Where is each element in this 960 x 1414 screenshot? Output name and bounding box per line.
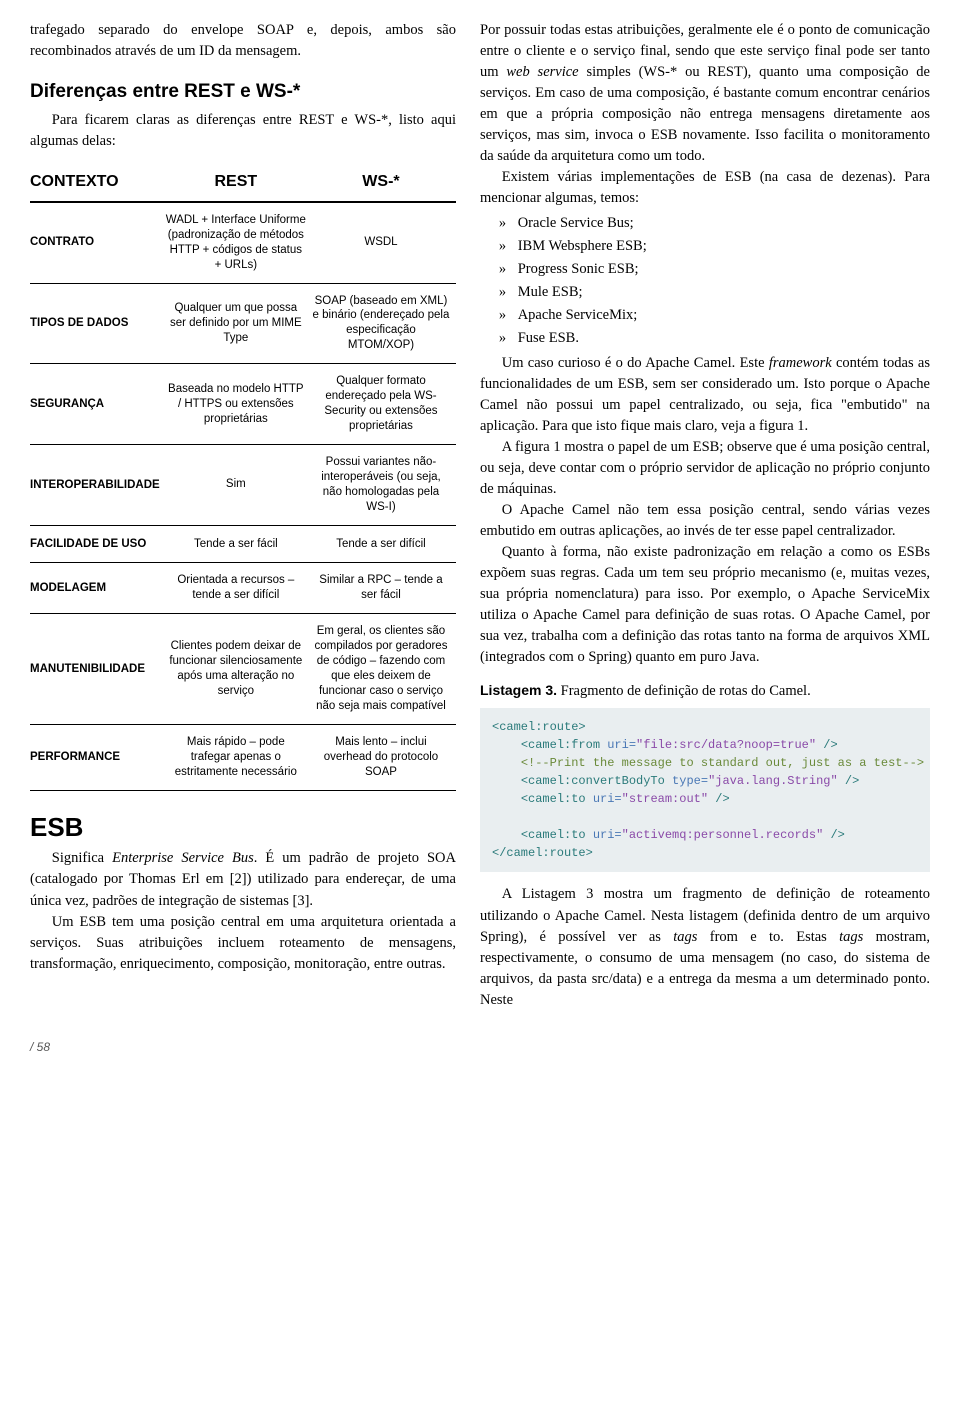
table-row: TIPOS DE DADOSQualquer um que possa ser … [30, 283, 456, 364]
table-header-row: CONTEXTO REST WS-* [30, 162, 456, 202]
col-header-context: CONTEXTO [30, 162, 166, 202]
code-line: /> [838, 774, 860, 788]
code-line: <camel:convertBodyTo [521, 774, 665, 788]
right-column: Por possuir todas estas atribuições, ger… [480, 20, 930, 1011]
cell-ws: Similar a RPC – tende a ser fácil [312, 563, 456, 614]
right-para-2: Existem várias implementações de ESB (na… [480, 167, 930, 209]
code-line: "stream:out" [622, 792, 708, 806]
cell-rest: Qualquer um que possa ser definido por u… [166, 283, 312, 364]
code-line: /> [708, 792, 730, 806]
code-line: <!--Print the message to standard out, j… [521, 756, 924, 770]
cell-context: TIPOS DE DADOS [30, 283, 166, 364]
cell-ws: SOAP (baseado em XML) e binário (endereç… [312, 283, 456, 364]
listing-3-label: Listagem 3. [480, 682, 557, 698]
cell-rest: WADL + Interface Uniforme (padronização … [166, 202, 312, 283]
cell-context: MANUTENIBILIDADE [30, 614, 166, 725]
code-line: "java.lang.String" [708, 774, 838, 788]
code-line: /> [816, 738, 838, 752]
esb-para-2: Um ESB tem uma posição central em uma ar… [30, 912, 456, 975]
code-line: uri= [600, 738, 636, 752]
list-item: IBM Websphere ESB; [480, 236, 930, 257]
code-line: "file:src/data?noop=true" [636, 738, 816, 752]
table-row: MANUTENIBILIDADEClientes podem deixar de… [30, 614, 456, 725]
cell-context: MODELAGEM [30, 563, 166, 614]
cell-ws: Tende a ser difícil [312, 525, 456, 563]
right-para-1: Por possuir todas estas atribuições, ger… [480, 20, 930, 167]
esb-para-1-italic: Enterprise Service Bus [112, 850, 254, 866]
list-item: Progress Sonic ESB; [480, 259, 930, 280]
page-number: / 58 [30, 1039, 930, 1056]
col-header-rest: REST [166, 162, 312, 202]
right-para-7: A Listagem 3 mostra um fragmento de defi… [480, 884, 930, 1010]
col-header-ws: WS-* [312, 162, 456, 202]
cell-context: FACILIDADE DE USO [30, 525, 166, 563]
list-item: Fuse ESB. [480, 328, 930, 349]
listing-3-title: Listagem 3. Fragmento de definição de ro… [480, 680, 930, 702]
cell-rest: Tende a ser fácil [166, 525, 312, 563]
rest-ws-comparison-table: CONTEXTO REST WS-* CONTRATOWADL + Interf… [30, 162, 456, 791]
list-item: Mule ESB; [480, 282, 930, 303]
table-row: MODELAGEMOrientada a recursos – tende a … [30, 563, 456, 614]
right-para-3-italic: framework [769, 355, 832, 371]
esb-implementations-list: Oracle Service Bus;IBM Websphere ESB;Pro… [480, 213, 930, 349]
list-item: Apache ServiceMix; [480, 305, 930, 326]
right-para-7-italic2: tags [839, 929, 863, 945]
cell-ws: Possui variantes não-interoperáveis (ou … [312, 445, 456, 526]
table-row: INTEROPERABILIDADESimPossui variantes nã… [30, 445, 456, 526]
cell-ws: Qualquer formato endereçado pela WS-Secu… [312, 364, 456, 445]
cell-context: CONTRATO [30, 202, 166, 283]
listing-3-caption: Fragmento de definição de rotas do Camel… [557, 683, 811, 699]
cell-rest: Clientes podem deixar de funcionar silen… [166, 614, 312, 725]
code-line: </camel:route> [492, 846, 593, 860]
diff-intro-paragraph: Para ficarem claras as diferenças entre … [30, 110, 456, 152]
cell-context: PERFORMANCE [30, 724, 166, 790]
left-column: trafegado separado do envelope SOAP e, d… [30, 20, 456, 1011]
right-para-1-italic: web service [506, 64, 578, 80]
code-line: <camel:route> [492, 720, 586, 734]
cell-context: INTEROPERABILIDADE [30, 445, 166, 526]
cell-ws: Em geral, os clientes são compilados por… [312, 614, 456, 725]
intro-paragraph: trafegado separado do envelope SOAP e, d… [30, 20, 456, 62]
right-para-6: Quanto à forma, não existe padronização … [480, 542, 930, 668]
camel-route-code: <camel:route> <camel:from uri="file:src/… [480, 708, 930, 872]
code-line: type= [665, 774, 708, 788]
code-line: uri= [586, 828, 622, 842]
code-line: "activemq:personnel.records" [622, 828, 824, 842]
diff-section-title: Diferenças entre REST e WS-* [30, 78, 456, 106]
table-row: FACILIDADE DE USOTende a ser fácilTende … [30, 525, 456, 563]
table-row: PERFORMANCEMais rápido – pode trafegar a… [30, 724, 456, 790]
cell-rest: Sim [166, 445, 312, 526]
right-para-7-mid: from e to. Estas [697, 929, 839, 945]
code-line: <camel:to [521, 792, 586, 806]
cell-ws: WSDL [312, 202, 456, 283]
esb-para-1: Significa Enterprise Service Bus. É um p… [30, 848, 456, 911]
table-row: CONTRATOWADL + Interface Uniforme (padro… [30, 202, 456, 283]
right-para-5: O Apache Camel não tem essa posição cent… [480, 500, 930, 542]
table-row: SEGURANÇABaseada no modelo HTTP / HTTPS … [30, 364, 456, 445]
list-item: Oracle Service Bus; [480, 213, 930, 234]
code-line: <camel:to [521, 828, 586, 842]
right-para-3: Um caso curioso é o do Apache Camel. Est… [480, 353, 930, 437]
code-line: uri= [586, 792, 622, 806]
right-para-7-italic1: tags [673, 929, 697, 945]
cell-context: SEGURANÇA [30, 364, 166, 445]
right-para-4: A figura 1 mostra o papel de um ESB; obs… [480, 437, 930, 500]
right-para-3-prefix: Um caso curioso é o do Apache Camel. Est… [502, 355, 769, 371]
cell-rest: Mais rápido – pode trafegar apenas o est… [166, 724, 312, 790]
code-line: <camel:from [521, 738, 600, 752]
code-line: /> [823, 828, 845, 842]
cell-ws: Mais lento – inclui overhead do protocol… [312, 724, 456, 790]
page-columns: trafegado separado do envelope SOAP e, d… [30, 20, 930, 1011]
esb-para-1-prefix: Significa [52, 850, 112, 866]
esb-section-title: ESB [30, 809, 456, 847]
cell-rest: Orientada a recursos – tende a ser difíc… [166, 563, 312, 614]
cell-rest: Baseada no modelo HTTP / HTTPS ou extens… [166, 364, 312, 445]
